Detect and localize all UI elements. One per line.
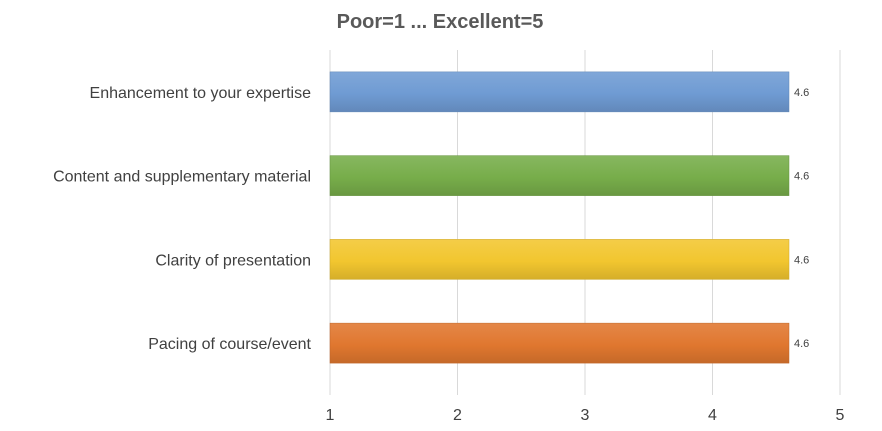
data-labels: 4.6 4.6 4.6 4.6 bbox=[794, 87, 809, 350]
x-axis-tick-labels: 1 2 3 4 5 bbox=[326, 407, 845, 424]
data-label: 4.6 bbox=[794, 254, 809, 266]
bar-3 bbox=[329, 239, 790, 280]
category-label: Content and supplementary material bbox=[53, 169, 311, 186]
category-label: Clarity of presentation bbox=[155, 252, 311, 269]
category-label: Pacing of course/event bbox=[148, 336, 311, 353]
bars bbox=[329, 71, 790, 364]
bar-1 bbox=[329, 71, 790, 113]
data-label: 4.6 bbox=[794, 87, 809, 99]
category-label: Enhancement to your expertise bbox=[90, 85, 312, 102]
x-tick-label: 1 bbox=[326, 407, 335, 424]
bar-4 bbox=[329, 322, 790, 364]
x-tick-label: 2 bbox=[453, 407, 462, 424]
x-tick-label: 4 bbox=[708, 407, 717, 424]
data-label: 4.6 bbox=[794, 171, 809, 183]
data-label: 4.6 bbox=[794, 338, 809, 350]
x-tick-label: 5 bbox=[836, 407, 845, 424]
chart-title: Poor=1 ... Excellent=5 bbox=[337, 11, 544, 33]
bar-2 bbox=[329, 155, 790, 196]
x-tick-label: 3 bbox=[581, 407, 590, 424]
category-labels: Enhancement to your expertise Content and… bbox=[53, 85, 311, 353]
